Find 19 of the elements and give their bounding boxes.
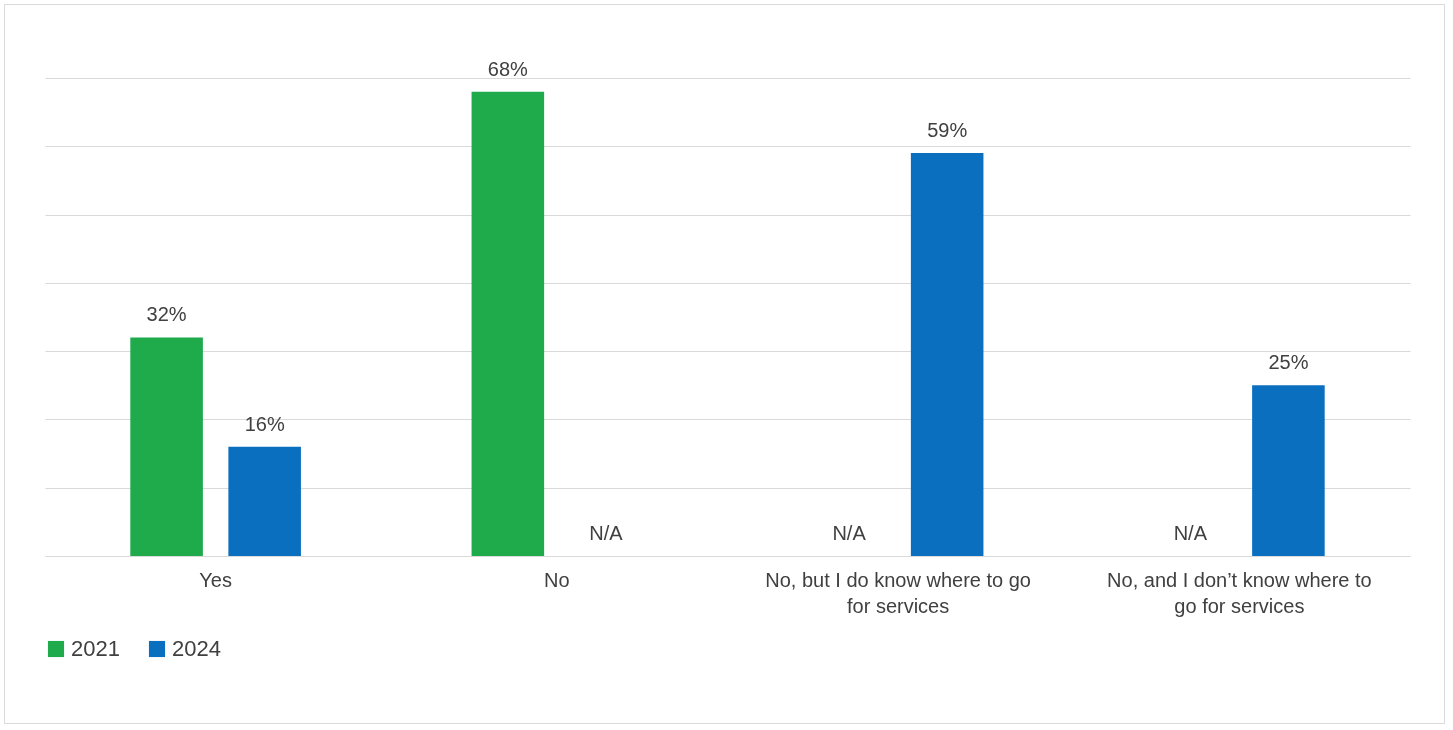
text: N/A [1173,522,1208,544]
bar [471,91,545,556]
data-label: 25% [1268,351,1309,374]
x-tick-label: No, and I don’t know where to go for services [1107,568,1372,617]
bar [910,153,984,556]
text: N/A [589,522,623,544]
bar [228,446,301,556]
legend-label: 2024 [172,636,221,661]
data-label: 68% [487,57,529,80]
bar [1252,385,1325,556]
x-tick-label: Yes [199,568,232,591]
data-label: 32% [146,303,187,326]
data-label: 59% [927,119,968,142]
bar [130,337,203,556]
text: N/A [832,522,866,544]
x-tick-label: No [544,568,570,591]
data-label: 16% [244,412,285,435]
x-tick-label: No, but I do know where to go for services [765,568,1031,617]
legend-label: 2021 [71,636,120,661]
